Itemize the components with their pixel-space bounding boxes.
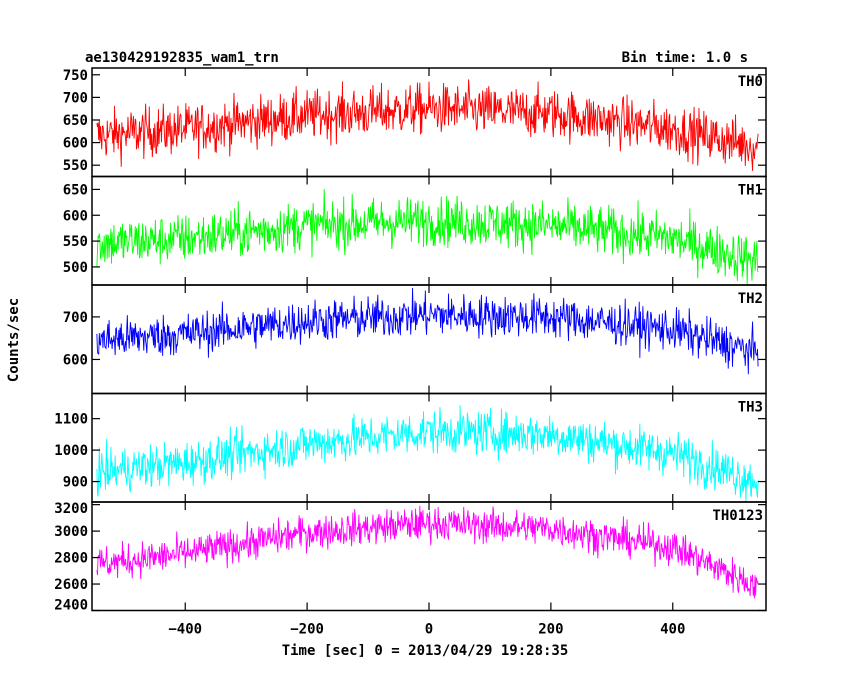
- series-line-th0123: [96, 505, 759, 599]
- y-tick-label: 700: [63, 310, 88, 326]
- y-tick-label: 650: [63, 182, 88, 198]
- y-axis-label: Counts/sec: [6, 298, 22, 382]
- bin-time-label: Bin time: 1.0 s: [622, 50, 748, 66]
- y-tick-label: 3200: [54, 501, 88, 517]
- panel-th1: 500 550 600 650 TH1: [63, 175, 767, 286]
- series-line-th0: [96, 79, 759, 171]
- series-label-th3: TH3: [738, 400, 763, 416]
- y-tick-label: 2400: [54, 598, 88, 614]
- panel-th3: 900 1000 1100 TH3: [54, 392, 767, 503]
- y-tick-label: 1100: [54, 412, 88, 428]
- x-axis-label: Time [sec] 0 = 2013/04/29 19:28:35: [282, 643, 569, 659]
- series-label-th0: TH0: [738, 74, 763, 90]
- y-tick-label: 600: [63, 208, 88, 224]
- panel-th0: 550 600 650 700 750 TH0: [63, 67, 767, 178]
- y-tick-label: 2800: [54, 551, 88, 567]
- x-tick-label: 400: [660, 622, 685, 638]
- y-tick-label: 500: [63, 260, 88, 276]
- series-label-th0123: TH0123: [712, 508, 763, 524]
- series-line-th2: [96, 288, 759, 375]
- y-tick-label: 600: [63, 352, 88, 368]
- panels-group: 550 600 650 700 750 TH0 500 550 600 650 TH1 600 700 T…: [54, 67, 767, 638]
- y-tick-label: 700: [63, 90, 88, 106]
- panel-frame: [91, 284, 767, 395]
- series-label-th2: TH2: [738, 291, 763, 307]
- y-tick-label: 2600: [54, 577, 88, 593]
- y-tick-label: 650: [63, 113, 88, 129]
- y-tick-label: 1000: [54, 443, 88, 459]
- y-tick-label: 550: [63, 234, 88, 250]
- x-tick-label: 200: [538, 622, 563, 638]
- x-tick-label: −200: [290, 622, 324, 638]
- y-tick-label: 550: [63, 158, 88, 174]
- series-label-th1: TH1: [738, 183, 763, 199]
- y-tick-label: 900: [63, 475, 88, 491]
- x-tick-label: −400: [168, 622, 202, 638]
- y-tick-label: 3000: [54, 524, 88, 540]
- chart-title: ae130429192835_wam1_trn: [85, 50, 279, 66]
- series-line-th3: [96, 405, 759, 502]
- series-line-th1: [96, 189, 759, 285]
- y-tick-label: 750: [63, 68, 88, 84]
- x-tick-label: 0: [425, 622, 433, 638]
- panel-th0123: 2400 2600 2800 3000 3200 TH0123: [54, 501, 767, 614]
- y-tick-label: 600: [63, 136, 88, 152]
- panel-th2: 600 700 TH2: [63, 284, 767, 395]
